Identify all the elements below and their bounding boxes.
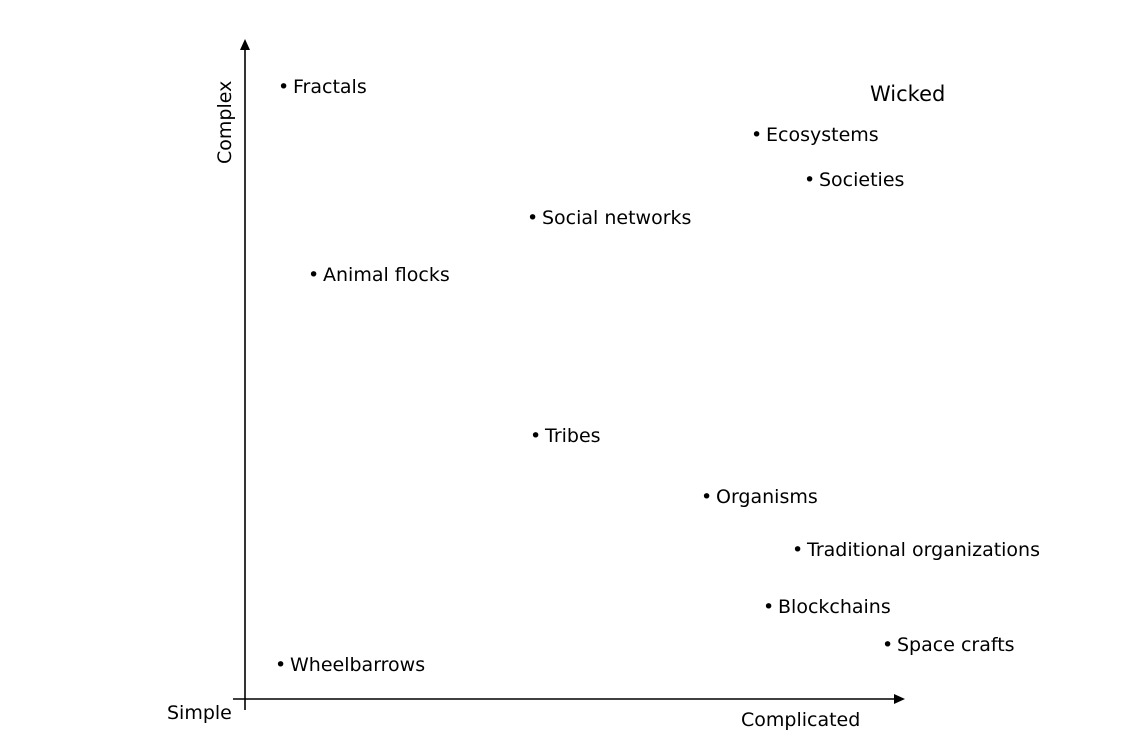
item-ecosystems: • Ecosystems (751, 124, 879, 146)
item-traditional-organizations: • Traditional organizations (792, 539, 1040, 561)
y-axis-label: Complex (214, 80, 236, 164)
item-label: Blockchains (778, 596, 891, 618)
item-label: Fractals (293, 76, 367, 98)
item-space-crafts: • Space crafts (882, 634, 1015, 656)
bullet-marker: • (792, 539, 804, 561)
y-axis-arrowhead (240, 39, 250, 50)
bullet-marker: • (527, 207, 539, 229)
item-social-networks: • Social networks (527, 207, 691, 229)
origin-label: Simple (167, 702, 232, 724)
bullet-marker: • (278, 76, 290, 98)
item-label: Space crafts (897, 634, 1015, 656)
bullet-marker: • (751, 124, 763, 146)
wicked-label: Wicked (870, 82, 946, 106)
item-label: Wheelbarrows (290, 654, 426, 676)
bullet-marker: • (308, 264, 320, 286)
bullet-marker: • (275, 654, 287, 676)
item-organisms: • Organisms (701, 486, 818, 508)
item-blockchains: • Blockchains (763, 596, 891, 618)
item-label: Ecosystems (766, 124, 879, 146)
item-label: Organisms (716, 486, 818, 508)
x-axis-arrowhead (894, 694, 905, 704)
bullet-marker: • (882, 634, 894, 656)
bullet-marker: • (763, 596, 775, 618)
item-label: Societies (819, 169, 905, 191)
item-label: Social networks (542, 207, 692, 229)
item-label: Animal flocks (323, 264, 450, 286)
item-wheelbarrows: • Wheelbarrows (275, 654, 425, 676)
bullet-marker: • (530, 425, 542, 447)
item-societies: • Societies (804, 169, 904, 191)
item-fractals: • Fractals (278, 76, 367, 98)
bullet-marker: • (701, 486, 713, 508)
item-label: Traditional organizations (807, 539, 1041, 561)
item-animal-flocks: • Animal flocks (308, 264, 450, 286)
bullet-marker: • (804, 169, 816, 191)
item-tribes: • Tribes (530, 425, 601, 447)
x-axis-label: Complicated (741, 709, 861, 731)
item-label: Tribes (545, 425, 601, 447)
